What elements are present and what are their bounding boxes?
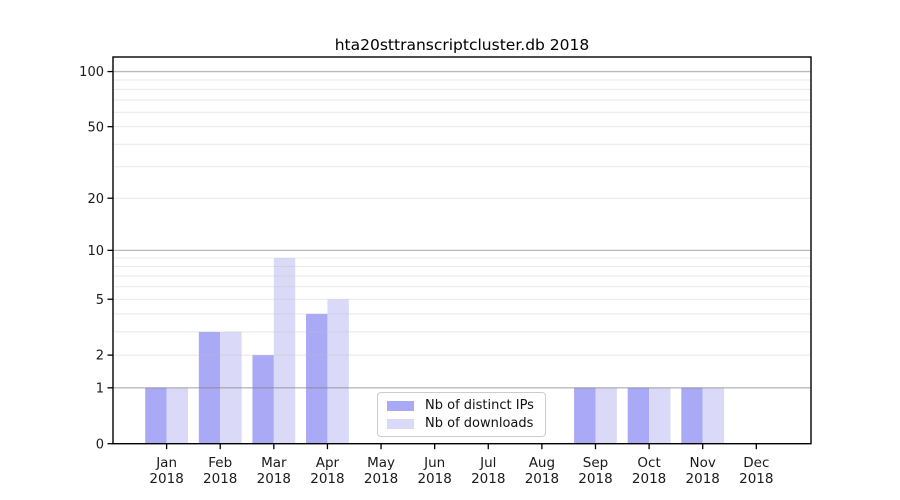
x-tick-label-year-aug: 2018: [525, 471, 559, 487]
legend-label-downloads: Nb of downloads: [425, 416, 534, 431]
x-tick-label-month-apr: Apr: [316, 455, 340, 471]
x-tick-label-month-jul: Jul: [479, 455, 496, 471]
x-tick-label-year-jun: 2018: [417, 471, 451, 487]
x-tick-label-month-may: May: [367, 455, 395, 471]
x-tick-label-year-sep: 2018: [578, 471, 612, 487]
x-tick-label-year-apr: 2018: [310, 471, 344, 487]
bar-distinct-ips-mar: [252, 355, 274, 444]
x-tick-label-month-jan: Jan: [155, 455, 177, 471]
x-tick-label-year-may: 2018: [364, 471, 398, 487]
x-tick-label-month-dec: Dec: [743, 455, 769, 471]
bar-downloads-mar: [273, 258, 296, 444]
bar-distinct-ips-jan: [145, 387, 167, 444]
x-tick-label-year-jul: 2018: [471, 471, 505, 487]
chart-title: hta20sttranscriptcluster.db 2018: [334, 36, 590, 54]
bar-distinct-ips-oct: [627, 387, 650, 444]
x-tick-label-year-mar: 2018: [257, 471, 291, 487]
y-tick-label-5: 5: [96, 293, 104, 308]
x-tick-label-month-oct: Oct: [637, 455, 660, 471]
bar-distinct-ips-sep: [574, 387, 596, 444]
legend-swatch-distinct-ips: [387, 400, 414, 411]
x-tick-label-month-jun: Jun: [423, 455, 445, 471]
bar-downloads-nov: [702, 387, 725, 444]
y-tick-label-50: 50: [87, 120, 104, 135]
x-tick-label-year-dec: 2018: [739, 471, 773, 487]
x-tick-label-year-oct: 2018: [632, 471, 666, 487]
x-tick-label-year-nov: 2018: [686, 471, 720, 487]
y-tick-label-2: 2: [96, 349, 104, 364]
legend-item-distinct-ips: Nb of distinct IPs: [387, 398, 545, 413]
x-tick-label-year-feb: 2018: [203, 471, 237, 487]
x-tick-label-month-aug: Aug: [529, 455, 555, 471]
legend-swatch-downloads: [387, 418, 414, 429]
legend-label-distinct-ips: Nb of distinct IPs: [425, 398, 534, 413]
legend-item-downloads: Nb of downloads: [387, 416, 545, 431]
x-tick-label-month-sep: Sep: [583, 455, 608, 471]
bar-distinct-ips-apr: [306, 313, 328, 444]
y-tick-label-10: 10: [87, 244, 104, 259]
legend: Nb of distinct IPs Nb of downloads: [377, 392, 546, 437]
x-tick-label-month-feb: Feb: [208, 455, 232, 471]
bar-distinct-ips-nov: [681, 387, 703, 444]
x-tick-label-month-mar: Mar: [261, 455, 287, 471]
bar-downloads-oct: [649, 387, 671, 444]
bar-downloads-apr: [327, 299, 349, 444]
x-tick-label-month-nov: Nov: [690, 455, 716, 471]
y-tick-label-0: 0: [96, 437, 104, 452]
bar-downloads-jan: [166, 387, 189, 444]
bar-downloads-sep: [595, 387, 617, 444]
y-tick-label-20: 20: [87, 192, 104, 207]
x-tick-label-year-jan: 2018: [149, 471, 183, 487]
y-tick-label-1: 1: [96, 381, 104, 396]
y-tick-label-100: 100: [79, 65, 104, 80]
